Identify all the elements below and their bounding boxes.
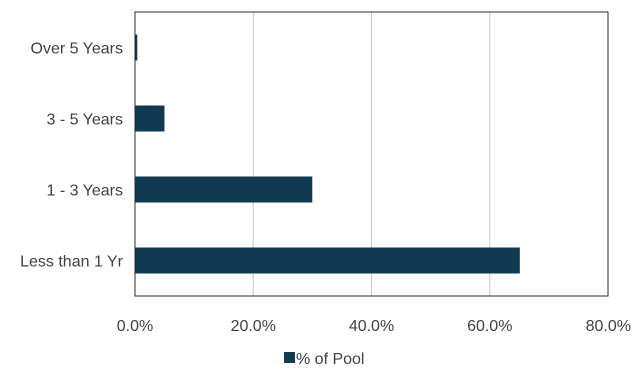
plot-frame	[134, 11, 609, 297]
x-tick-label: 0.0%	[117, 318, 153, 335]
x-tick-label: 60.0%	[467, 318, 512, 335]
bar	[135, 176, 313, 203]
bar	[135, 34, 138, 61]
bars	[135, 34, 520, 274]
category-label: Less than 1 Yr	[20, 254, 124, 271]
tick-labels: 0.0% 20.0% 40.0% 60.0% 80.0%	[117, 318, 631, 335]
category-label: 3 - 5 Years	[47, 112, 124, 129]
x-tick-label: 20.0%	[231, 318, 276, 335]
bar	[135, 247, 520, 274]
category-label: 1 - 3 Years	[47, 183, 124, 200]
category-labels: Over 5 Years 3 - 5 Years 1 - 3 Years Less t…	[20, 41, 124, 271]
legend: % of Pool	[284, 351, 364, 368]
x-tick-label: 40.0%	[349, 318, 394, 335]
x-tick-label: 80.0%	[586, 318, 631, 335]
category-label: Over 5 Years	[31, 41, 124, 58]
bar	[135, 105, 165, 132]
legend-label: % of Pool	[296, 351, 364, 368]
legend-swatch	[284, 352, 295, 363]
